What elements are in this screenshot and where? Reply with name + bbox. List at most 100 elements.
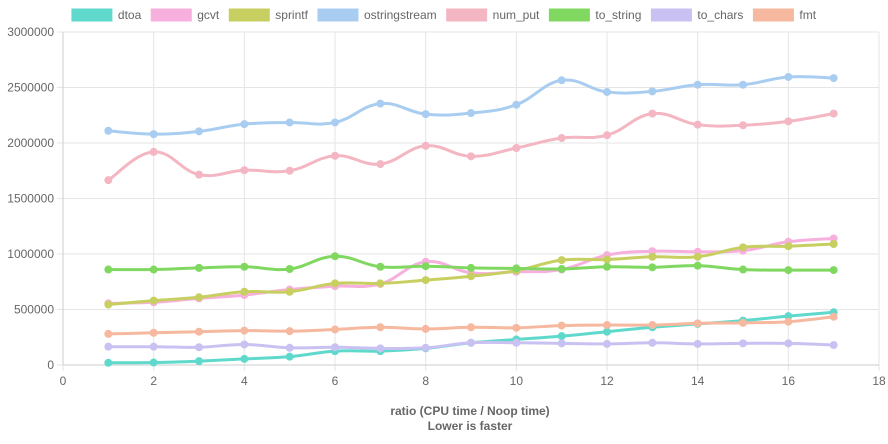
y-tick-label: 3000000 [7,25,54,39]
data-point-num_put [376,160,385,169]
legend-label-fmt: fmt [799,8,816,22]
data-point-to_chars [693,339,702,348]
data-point-to_string [512,264,521,273]
legend-item-num_put: num_put [446,8,540,22]
data-point-to_string [376,262,385,271]
data-point-num_put [285,166,294,175]
data-point-fmt [603,321,611,330]
x-tick-label: 12 [600,374,614,388]
data-point-ostringstream [421,110,430,119]
data-point-to_chars [512,338,521,347]
data-point-num_put [648,109,657,118]
legend-swatch-ostringstream [317,8,359,22]
data-point-to_string [421,262,430,271]
data-point-num_put [739,121,747,130]
data-point-ostringstream [240,120,249,129]
data-point-num_put [240,166,249,175]
data-point-sprintf [693,252,702,261]
legend-item-fmt: fmt [752,8,817,22]
data-point-to_chars [104,342,113,351]
data-point-ostringstream [467,109,475,118]
data-point-num_put [467,152,475,161]
series-ostringstream [104,72,838,139]
data-point-to_chars [149,342,158,351]
legend-swatch-dtoa [71,8,113,22]
legend: dtoa gcvt sprintf ostringstream num_put to_st… [71,8,817,22]
data-point-sprintf [149,296,158,305]
data-point-to_chars [784,339,793,348]
data-point-to_string [784,266,793,275]
data-point-to_string [648,263,657,272]
data-point-ostringstream [149,130,158,139]
data-point-to_string [240,262,249,271]
data-point-dtoa [285,352,294,361]
data-point-fmt [784,317,793,326]
data-point-num_put [104,176,113,185]
x-tick-label: 14 [691,374,705,388]
data-point-ostringstream [693,80,702,89]
data-point-sprintf [104,300,113,309]
data-point-ostringstream [285,118,294,127]
data-point-to_string [603,262,611,271]
y-tick-label: 1000000 [7,247,54,261]
data-point-num_put [557,134,566,143]
x-tick-label: 8 [422,374,429,388]
series-dtoa [104,308,838,367]
data-point-dtoa [104,358,113,367]
legend-label-num_put: num_put [493,8,540,22]
legend-label-dtoa: dtoa [118,8,142,22]
data-point-ostringstream [512,100,521,109]
data-point-fmt [648,321,657,330]
x-tick-label: 0 [60,374,67,388]
data-point-dtoa [149,358,158,367]
data-point-dtoa [240,354,249,363]
data-point-ostringstream [557,76,566,85]
y-tick-label: 500000 [14,303,54,317]
data-point-num_put [693,120,702,129]
data-point-sprintf [285,287,294,296]
data-point-sprintf [557,256,566,265]
data-point-to_string [557,264,566,273]
legend-label-sprintf: sprintf [275,8,308,22]
series-num_put [104,109,838,185]
data-point-sprintf [739,243,747,252]
data-point-ostringstream [784,72,793,81]
data-point-sprintf [240,287,249,296]
data-point-sprintf [784,242,793,251]
data-point-fmt [285,327,294,336]
data-point-sprintf [421,276,430,285]
data-point-to_chars [829,341,838,350]
data-point-dtoa [603,327,611,336]
legend-item-to_chars: to_chars [650,8,743,22]
data-point-to_chars [648,338,657,347]
data-point-to_string [739,265,747,274]
data-point-dtoa [195,357,203,366]
legend-label-ostringstream: ostringstream [364,8,437,22]
data-point-dtoa [557,332,566,341]
data-point-ostringstream [829,74,838,83]
legend-label-to_string: to_string [595,8,641,22]
data-point-sprintf [195,293,203,302]
series-line-num_put [106,111,836,182]
data-point-num_put [512,143,521,152]
data-point-sprintf [331,279,339,288]
data-point-num_put [421,141,430,150]
legend-swatch-to_string [548,8,590,22]
data-point-to_chars [739,339,747,348]
x-tick-label: 18 [872,374,886,388]
data-point-ostringstream [648,87,657,96]
data-point-sprintf [376,279,385,288]
legend-swatch-gcvt [150,8,192,22]
data-point-ostringstream [376,99,385,108]
data-point-fmt [149,328,158,337]
series-to_chars [104,338,838,353]
data-point-fmt [195,327,203,336]
data-point-ostringstream [331,118,339,127]
legend-swatch-num_put [446,8,488,22]
data-point-sprintf [467,272,475,281]
data-point-to_string [104,265,113,274]
legend-swatch-to_chars [650,8,692,22]
data-point-to_chars [421,343,430,352]
data-point-num_put [829,109,838,118]
